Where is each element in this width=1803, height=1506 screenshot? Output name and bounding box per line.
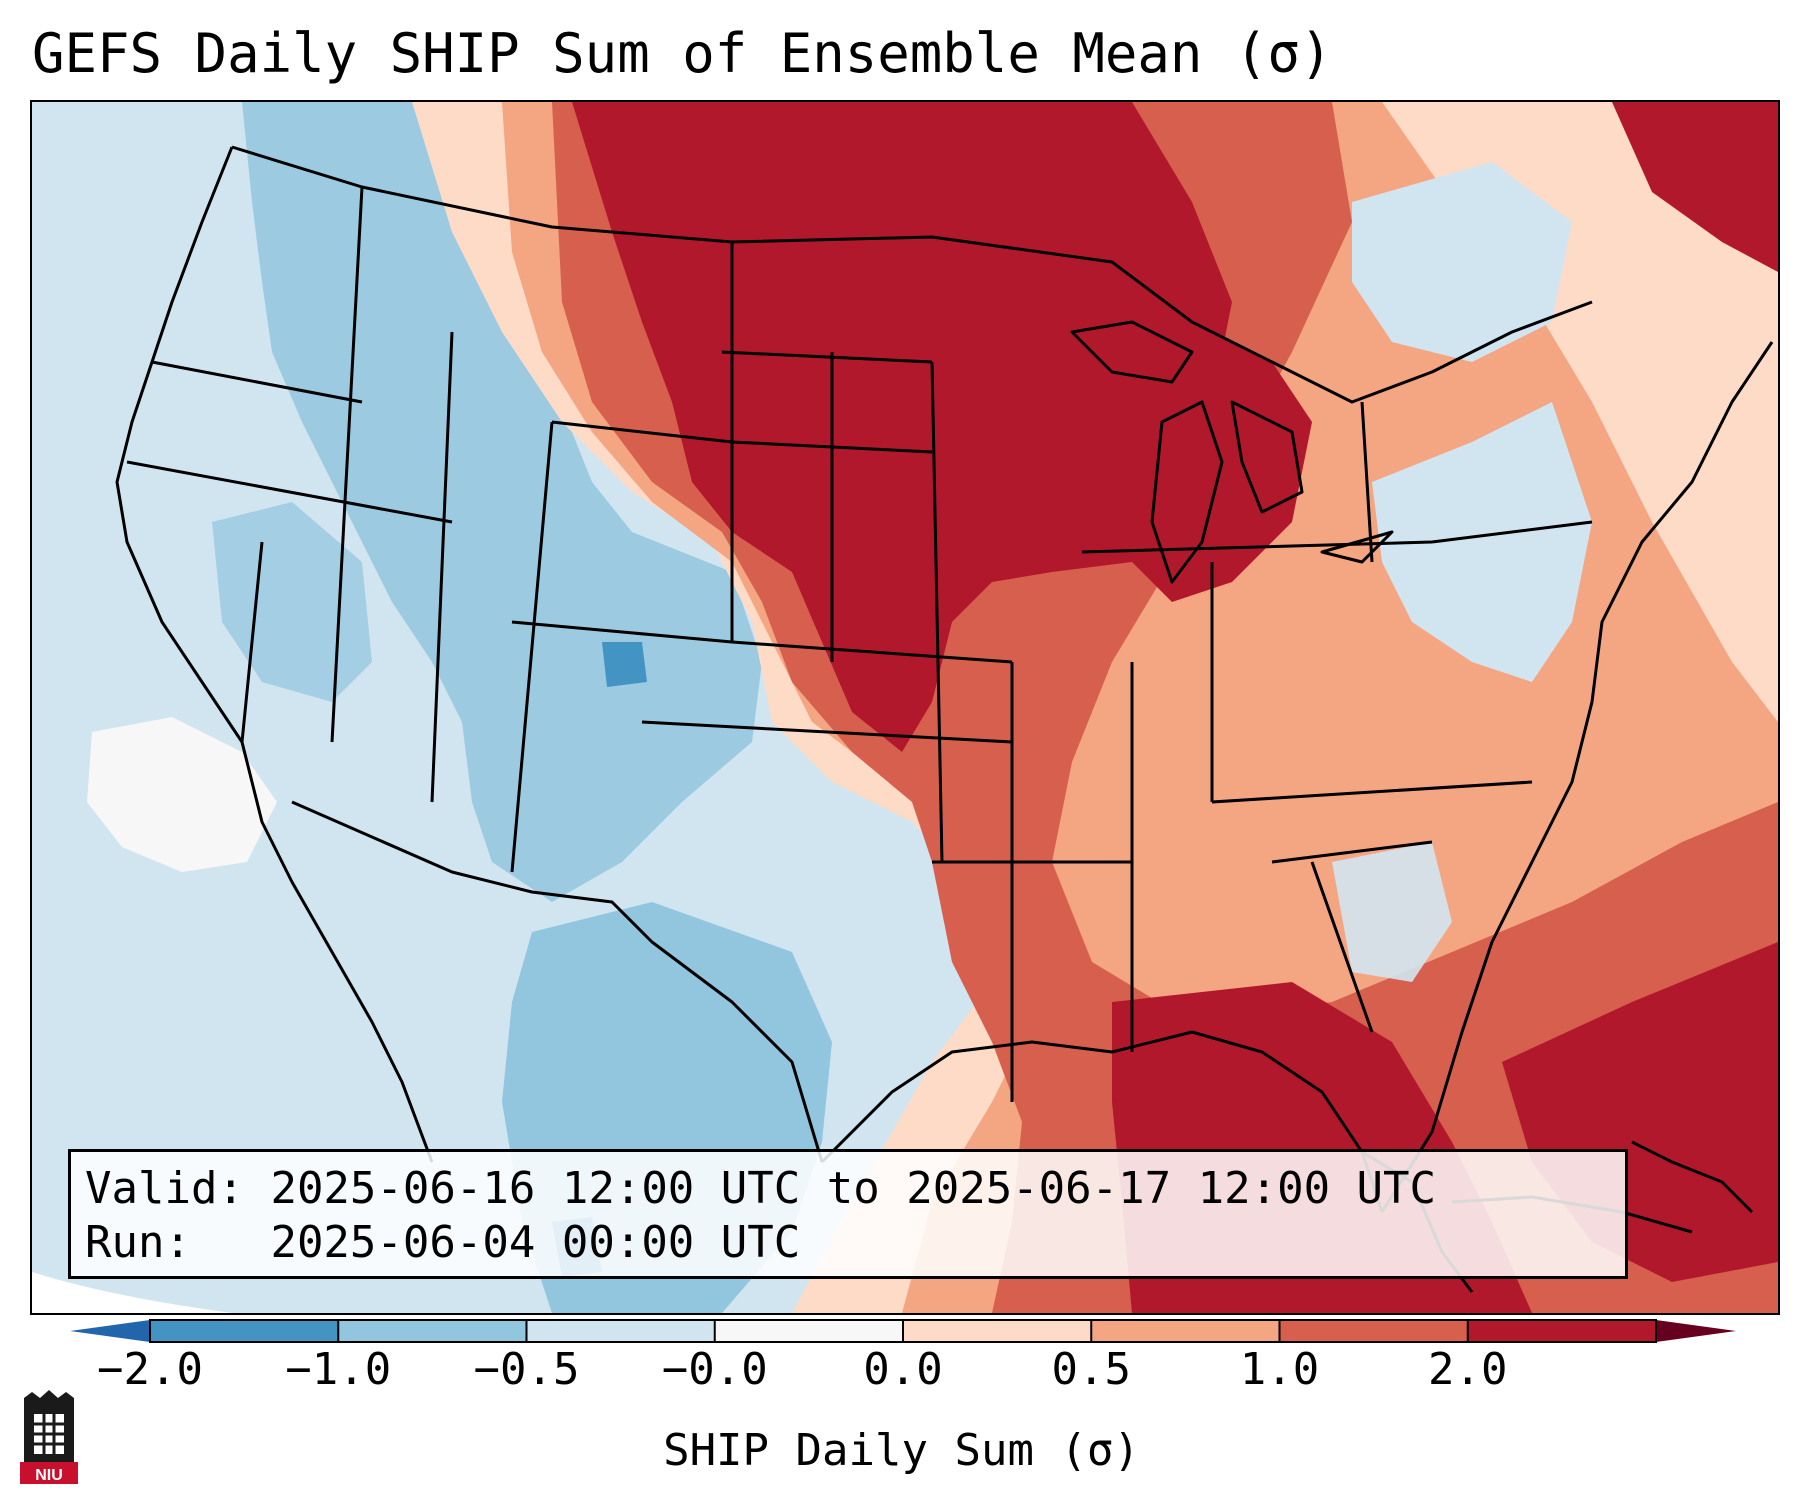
niu-logo: NIU bbox=[20, 1390, 78, 1484]
valid-label: Valid: bbox=[85, 1163, 244, 1214]
logo-window-grid bbox=[34, 1414, 64, 1454]
run-label: Run: bbox=[85, 1217, 191, 1268]
colorbar-tick-label: −0.0 bbox=[661, 1344, 768, 1395]
colorbar-segment bbox=[150, 1320, 339, 1342]
colorbar-outline bbox=[149, 1319, 1657, 1343]
colorbar-tick-label: −1.0 bbox=[285, 1344, 392, 1395]
coastline-gulf bbox=[820, 1030, 1384, 1213]
border-us-canada bbox=[231, 145, 1593, 404]
colorbar-tick-label: 2.0 bbox=[1428, 1344, 1508, 1395]
map-panel bbox=[30, 100, 1780, 1315]
great-lakes bbox=[1070, 320, 1394, 584]
colorbar-tick-labels: −2.0 −1.0 −0.5 −0.0 0.0 0.5 1.0 2.0 bbox=[0, 1345, 1803, 1405]
logo-banner bbox=[20, 1462, 78, 1484]
colorbar-segments bbox=[150, 1320, 1657, 1342]
chart-title: GEFS Daily SHIP Sum of Ensemble Mean (σ) bbox=[32, 22, 1333, 85]
globe-edge bbox=[32, 1272, 232, 1313]
weak-negative-west bbox=[242, 102, 762, 902]
colorbar-segment bbox=[338, 1320, 527, 1342]
colorbar-segment bbox=[903, 1320, 1092, 1342]
slight-negative-quebec bbox=[1352, 162, 1572, 362]
valid-value: 2025-06-16 12:00 UTC to 2025-06-17 12:00… bbox=[270, 1163, 1437, 1214]
coastline-west bbox=[115, 146, 434, 1163]
colorbar-tick-label: 0.0 bbox=[863, 1344, 943, 1395]
anomaly-map bbox=[32, 102, 1778, 1313]
negative-patch-colorado bbox=[602, 642, 647, 687]
colorbar-segment bbox=[1279, 1320, 1469, 1342]
colorbar-segment bbox=[714, 1320, 904, 1342]
colorbar bbox=[70, 1319, 1736, 1343]
colorbar-tick-label: 0.5 bbox=[1051, 1344, 1131, 1395]
logo-text: NIU bbox=[35, 1467, 63, 1484]
strong-positive-plains bbox=[572, 102, 1232, 752]
colorbar-over-arrow bbox=[1656, 1320, 1736, 1342]
colorbar-tick-label: −2.0 bbox=[97, 1344, 203, 1395]
slight-negative-georgia bbox=[1332, 842, 1452, 982]
validity-info-box: Valid: 2025-06-16 12:00 UTC to 2025-06-1… bbox=[68, 1149, 1628, 1279]
run-line: Run: 2025-06-04 00:00 UTC bbox=[85, 1216, 1611, 1270]
colorbar-segment bbox=[1091, 1320, 1280, 1342]
colorbar-segment bbox=[1467, 1320, 1657, 1342]
colorbar-segment bbox=[526, 1320, 716, 1342]
slight-negative-northeast bbox=[1372, 402, 1592, 682]
state-lines bbox=[126, 186, 1593, 1102]
colorbar-under-arrow bbox=[70, 1320, 150, 1342]
neutral-patch-pacific bbox=[87, 717, 277, 872]
run-value: 2025-06-04 00:00 UTC bbox=[270, 1217, 801, 1268]
coastline-east bbox=[1380, 341, 1774, 1213]
colorbar-tick-label: 1.0 bbox=[1239, 1344, 1320, 1395]
strong-positive-great-lakes bbox=[1112, 322, 1312, 602]
border-us-mexico bbox=[291, 800, 824, 1163]
strong-positive-maritimes bbox=[1612, 102, 1778, 272]
colorbar-tick-label: −0.5 bbox=[473, 1344, 580, 1395]
colorbar-label: SHIP Daily Sum (σ) bbox=[663, 1425, 1140, 1476]
valid-line: Valid: 2025-06-16 12:00 UTC to 2025-06-1… bbox=[85, 1162, 1611, 1216]
